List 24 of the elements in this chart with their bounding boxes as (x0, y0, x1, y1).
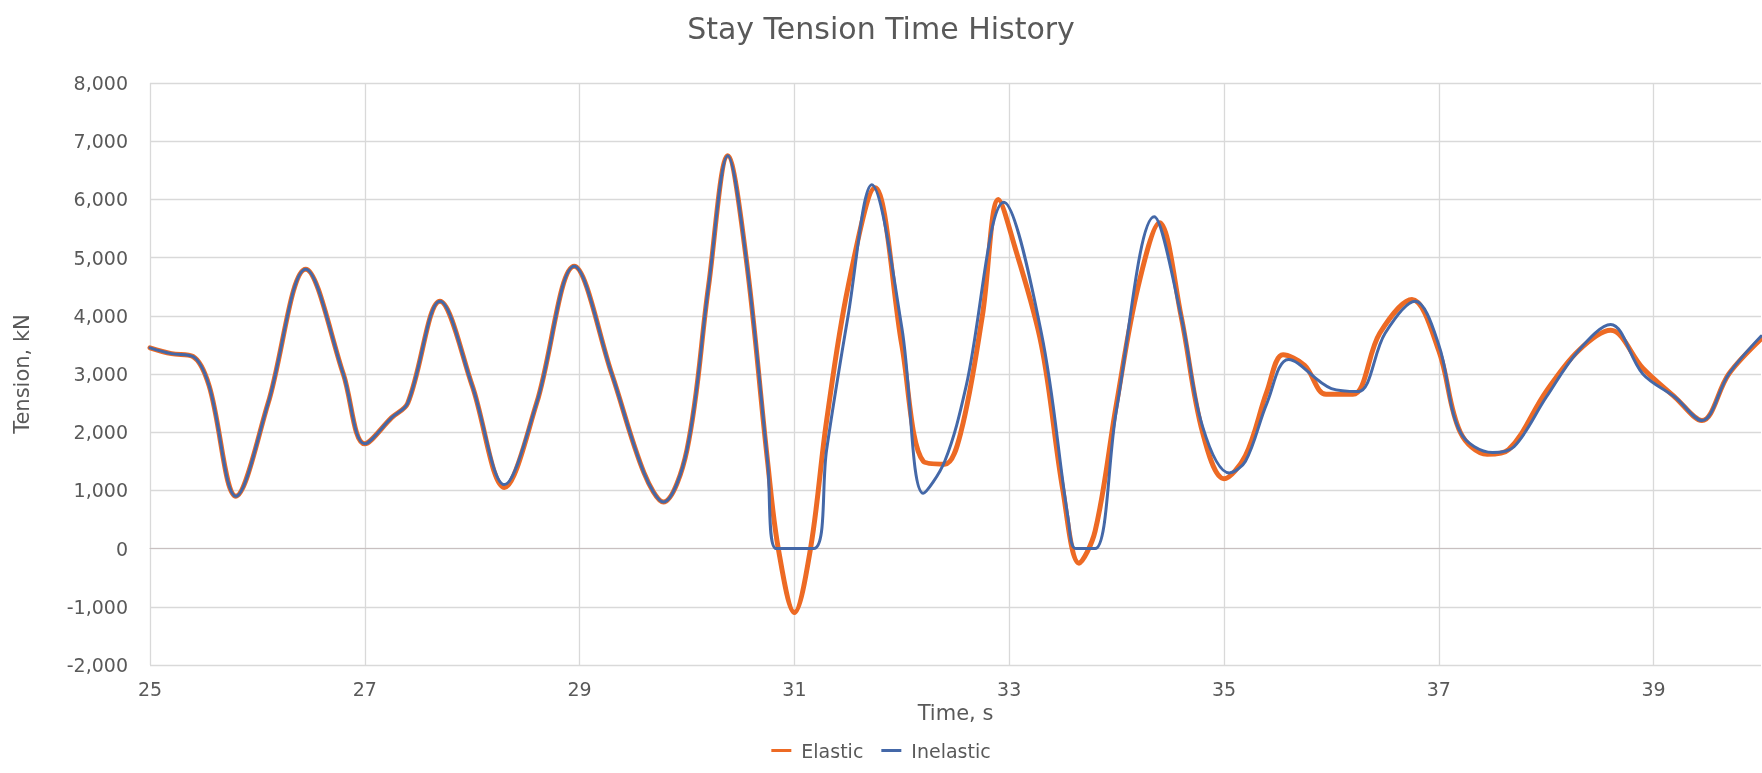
chart-title: Stay Tension Time History (687, 10, 1075, 46)
x-tick-label: 29 (567, 677, 592, 700)
y-tick-label: 8,000 (73, 72, 128, 94)
y-tick-label: 4,000 (73, 304, 128, 327)
x-tick-label: 37 (1426, 677, 1451, 700)
y-tick-label: 6,000 (73, 188, 128, 211)
x-axis-title: Time, s (916, 701, 994, 726)
x-tick-label: 33 (997, 677, 1022, 700)
x-tick-label: 39 (1641, 677, 1666, 700)
y-axis-title: Tension, kN (9, 314, 34, 435)
x-tick-label: 27 (352, 677, 377, 700)
x-tick-label: 25 (137, 677, 163, 700)
legend-label: Elastic (801, 739, 864, 762)
y-tick-label: -2,000 (66, 654, 128, 676)
y-tick-label: 0 (115, 537, 128, 560)
y-tick-label: 7,000 (73, 130, 128, 153)
x-tick-label: 31 (782, 677, 807, 700)
y-tick-label: -1,000 (66, 595, 128, 618)
y-tick-label: 2,000 (73, 421, 128, 444)
x-tick-label: 35 (1211, 677, 1237, 700)
y-tick-label: 1,000 (73, 479, 128, 502)
y-tick-label: 5,000 (73, 246, 128, 269)
y-tick-label: 3,000 (73, 363, 128, 385)
legend-label: Inelastic (911, 739, 991, 762)
